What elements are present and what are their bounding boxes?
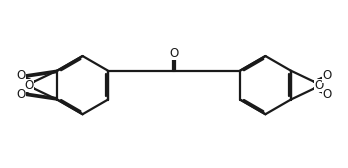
Text: O: O: [322, 69, 331, 82]
Text: O: O: [322, 88, 331, 101]
Text: O: O: [17, 69, 26, 82]
Text: O: O: [169, 47, 179, 60]
Text: O: O: [315, 79, 324, 92]
Text: O: O: [17, 88, 26, 101]
Text: O: O: [24, 79, 33, 92]
